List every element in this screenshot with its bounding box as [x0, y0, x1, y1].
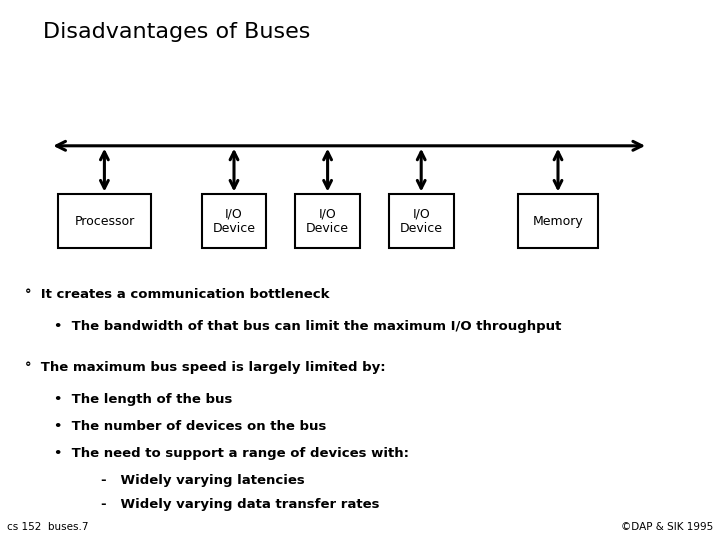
Text: •  The length of the bus: • The length of the bus [54, 393, 233, 406]
Text: •  The bandwidth of that bus can limit the maximum I/O throughput: • The bandwidth of that bus can limit th… [54, 320, 562, 333]
FancyBboxPatch shape [518, 194, 598, 248]
Text: ©DAP & SIK 1995: ©DAP & SIK 1995 [621, 522, 713, 532]
Text: Processor: Processor [74, 215, 135, 228]
Text: cs 152  buses.7: cs 152 buses.7 [7, 522, 89, 532]
Text: I/O
Device: I/O Device [400, 207, 443, 235]
FancyBboxPatch shape [295, 194, 360, 248]
Text: I/O
Device: I/O Device [306, 207, 349, 235]
Text: •  The number of devices on the bus: • The number of devices on the bus [54, 420, 326, 433]
Text: Memory: Memory [533, 215, 583, 228]
FancyBboxPatch shape [389, 194, 454, 248]
FancyBboxPatch shape [58, 194, 151, 248]
Text: -   Widely varying latencies: - Widely varying latencies [101, 474, 305, 487]
Text: Disadvantages of Buses: Disadvantages of Buses [43, 22, 310, 42]
Text: °  The maximum bus speed is largely limited by:: ° The maximum bus speed is largely limit… [25, 361, 386, 374]
Text: •  The need to support a range of devices with:: • The need to support a range of devices… [54, 447, 409, 460]
Text: -   Widely varying data transfer rates: - Widely varying data transfer rates [101, 498, 379, 511]
Text: I/O
Device: I/O Device [212, 207, 256, 235]
FancyBboxPatch shape [202, 194, 266, 248]
Text: °  It creates a communication bottleneck: ° It creates a communication bottleneck [25, 288, 330, 301]
